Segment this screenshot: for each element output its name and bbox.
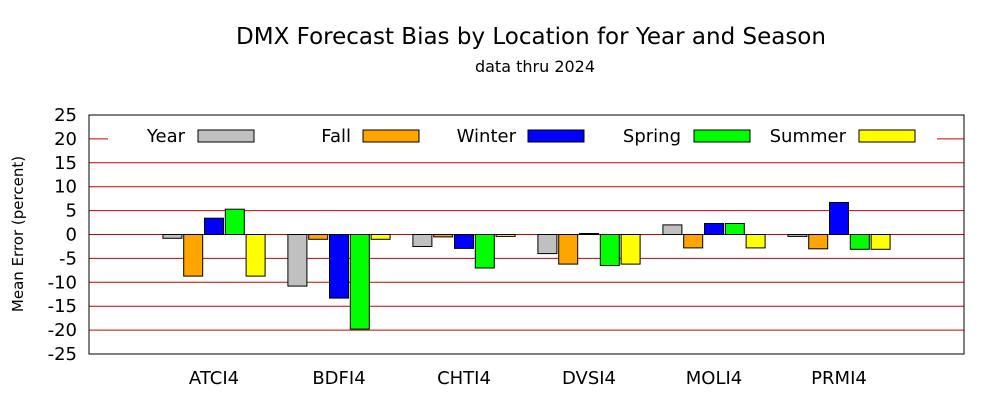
legend-swatch-year <box>197 129 255 143</box>
chart-title: DMX Forecast Bias by Location for Year a… <box>236 24 826 50</box>
category-label: DVSI4 <box>562 368 616 389</box>
bar-year-chti4 <box>412 234 433 247</box>
y-tick-label: -10 <box>48 272 77 293</box>
y-tick-label: -15 <box>48 296 77 317</box>
y-tick-label: 15 <box>54 153 77 174</box>
category-label: PRMI4 <box>811 368 867 389</box>
bar-winter-moli4 <box>704 223 724 235</box>
plot-frame <box>88 114 965 355</box>
chart-subtitle: data thru 2024 <box>475 57 595 76</box>
y-tick-labels: 25 20 15 10 5 0-5 -10 -15 -20 -25 <box>48 105 77 365</box>
legend: Year Fall Winter Spring Summer <box>108 125 937 147</box>
bar-summer-chti4 <box>495 234 516 237</box>
bar-winter-dvsi4 <box>579 233 599 235</box>
bar-summer-atci4 <box>245 234 266 277</box>
bar-winter-bdfi4 <box>329 234 349 299</box>
category-label: BDFI4 <box>312 368 365 389</box>
bar-fall-bdfi4 <box>308 234 329 240</box>
bar-summer-prmi4 <box>870 234 891 250</box>
bar-summer-dvsi4 <box>620 234 641 265</box>
bar-winter-prmi4 <box>829 202 849 235</box>
legend-label: Spring <box>623 126 681 147</box>
bar-spring-bdfi4 <box>349 234 370 330</box>
bar-winter-chti4 <box>454 234 474 249</box>
legend-label: Summer <box>770 126 847 147</box>
bar-summer-bdfi4 <box>370 234 391 240</box>
y-tick-label: 5 <box>66 201 77 222</box>
legend-label: Fall <box>321 126 351 147</box>
bar-year-prmi4 <box>787 234 808 237</box>
bar-year-atci4 <box>162 234 183 239</box>
bar-spring-chti4 <box>474 234 495 269</box>
bar-fall-moli4 <box>683 234 704 249</box>
y-tick-label: 25 <box>54 105 77 126</box>
y-tick-label: -20 <box>48 320 77 341</box>
bar-fall-dvsi4 <box>558 234 579 265</box>
bar-fall-chti4 <box>433 234 454 238</box>
legend-label: Winter <box>457 126 517 147</box>
y-axis-label: Mean Error (percent) <box>9 156 27 312</box>
legend-label: Year <box>146 126 186 147</box>
category-label: ATCI4 <box>189 368 239 389</box>
legend-swatch-fall <box>362 129 420 143</box>
bar-summer-moli4 <box>745 234 766 249</box>
bar-spring-atci4 <box>224 208 245 235</box>
bar-year-moli4 <box>662 224 683 235</box>
legend-swatch-winter <box>527 129 585 143</box>
bar-spring-moli4 <box>724 223 745 235</box>
bar-spring-prmi4 <box>849 234 870 250</box>
bar-year-dvsi4 <box>537 234 558 255</box>
bars <box>162 202 891 330</box>
y-tick-label: 20 <box>54 129 77 150</box>
legend-swatch-spring <box>693 129 751 143</box>
category-labels: ATCI4 BDFI4 CHTI4 DVSI4 MOLI4 PRMI4 <box>189 368 867 389</box>
legend-swatch-summer <box>858 129 916 143</box>
y-tick-label: -5 <box>59 248 77 269</box>
category-label: MOLI4 <box>686 368 743 389</box>
y-tick-label: 0 <box>66 225 77 246</box>
bar-fall-prmi4 <box>808 234 829 250</box>
y-tick-label: 10 <box>54 177 77 198</box>
bar-fall-atci4 <box>183 234 204 277</box>
y-tick-label: -25 <box>48 344 77 365</box>
bar-spring-dvsi4 <box>599 234 620 267</box>
bar-winter-atci4 <box>204 217 224 235</box>
category-label: CHTI4 <box>437 368 491 389</box>
bar-year-bdfi4 <box>287 234 308 287</box>
